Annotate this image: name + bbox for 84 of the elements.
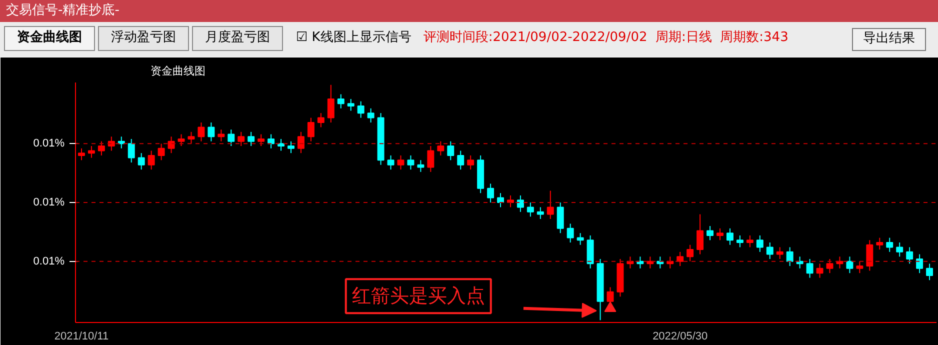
candlestick (347, 98, 354, 112)
candlestick (288, 140, 294, 154)
candlestick (736, 234, 744, 248)
candlestick (198, 122, 205, 142)
x-tick-label: 2021/10/11 (54, 330, 109, 342)
candlestick (546, 190, 554, 220)
candlestick (457, 150, 464, 170)
candlestick (816, 263, 824, 278)
candlestick (337, 94, 344, 109)
candlestick (876, 237, 884, 250)
candlestick (926, 263, 934, 281)
candlestick (916, 254, 924, 274)
candlestick (846, 256, 854, 274)
candlestick (327, 84, 334, 123)
x-tick-label: 2022/05/30 (652, 330, 708, 342)
candlestick (896, 242, 904, 258)
candlestick (158, 143, 165, 161)
candlestick (108, 136, 115, 152)
candlestick (806, 258, 814, 278)
candlestick (427, 146, 434, 172)
candlestick (367, 108, 374, 123)
candlestick (258, 134, 265, 147)
candlestick (78, 148, 85, 161)
candlestick (706, 226, 714, 241)
candlestick (297, 131, 304, 154)
candlestick (526, 202, 534, 218)
candlestick (566, 223, 574, 243)
candlestick (188, 131, 195, 144)
text: 0.01% (33, 138, 65, 150)
candlestick (128, 138, 135, 163)
candlestick (776, 246, 784, 260)
candlestick (238, 131, 245, 147)
candlestick (726, 228, 734, 246)
text: 月度盈亏图 (192, 26, 283, 51)
candlestick (208, 122, 215, 142)
candlestick (556, 202, 564, 234)
candlestick (168, 136, 175, 154)
candlestick (387, 154, 394, 170)
text: 评测时间段:2021/09/02-2022/09/02 周期:日线 周期数:343 (423, 30, 788, 45)
text: 导出结果 (852, 28, 926, 51)
text: 0.01% (33, 196, 65, 208)
candlestick (437, 140, 444, 156)
candlestick (856, 260, 864, 274)
candlestick (826, 258, 834, 274)
text: ☑ K线图上显示信号 (296, 30, 412, 45)
candlestick (586, 234, 594, 269)
candlestick (98, 140, 105, 156)
candlestick (696, 214, 704, 255)
candlestick (138, 152, 145, 170)
chart-title: 交易信号-精准抄底- (0, 0, 938, 22)
candlestick (317, 112, 324, 128)
candlestick (307, 117, 314, 142)
candlestick (357, 100, 364, 118)
candlestick (248, 131, 255, 147)
candlestick (676, 251, 684, 267)
text: 0.01% (33, 255, 65, 268)
candlestick (487, 183, 494, 203)
annotation: 红箭头是买入点 (352, 285, 485, 308)
candlestick (716, 228, 724, 241)
candlestick (536, 206, 544, 220)
candlestick (148, 150, 155, 170)
candlestick (447, 140, 454, 161)
candlestick (88, 146, 95, 158)
candlestick (686, 244, 694, 262)
text: 资金曲线图 (4, 26, 95, 51)
text: 浮动盈亏图 (98, 26, 189, 51)
chart-subtitle: 资金曲线图 (150, 64, 206, 78)
candlestick (218, 129, 225, 142)
candlestick (516, 194, 524, 212)
candlestick (467, 154, 474, 170)
candlestick (886, 237, 894, 252)
candlestick (746, 234, 754, 248)
candlestick (866, 240, 874, 272)
candlestick (756, 234, 764, 252)
candlestick (228, 129, 235, 147)
candlestick (407, 154, 414, 170)
candlestick (278, 138, 285, 152)
candlestick (906, 246, 914, 264)
candlestick (786, 246, 794, 267)
candlestick (576, 232, 584, 246)
candlestick (397, 154, 404, 170)
candlestick (178, 134, 185, 147)
candlestick (417, 160, 424, 172)
candlestick (766, 242, 774, 260)
